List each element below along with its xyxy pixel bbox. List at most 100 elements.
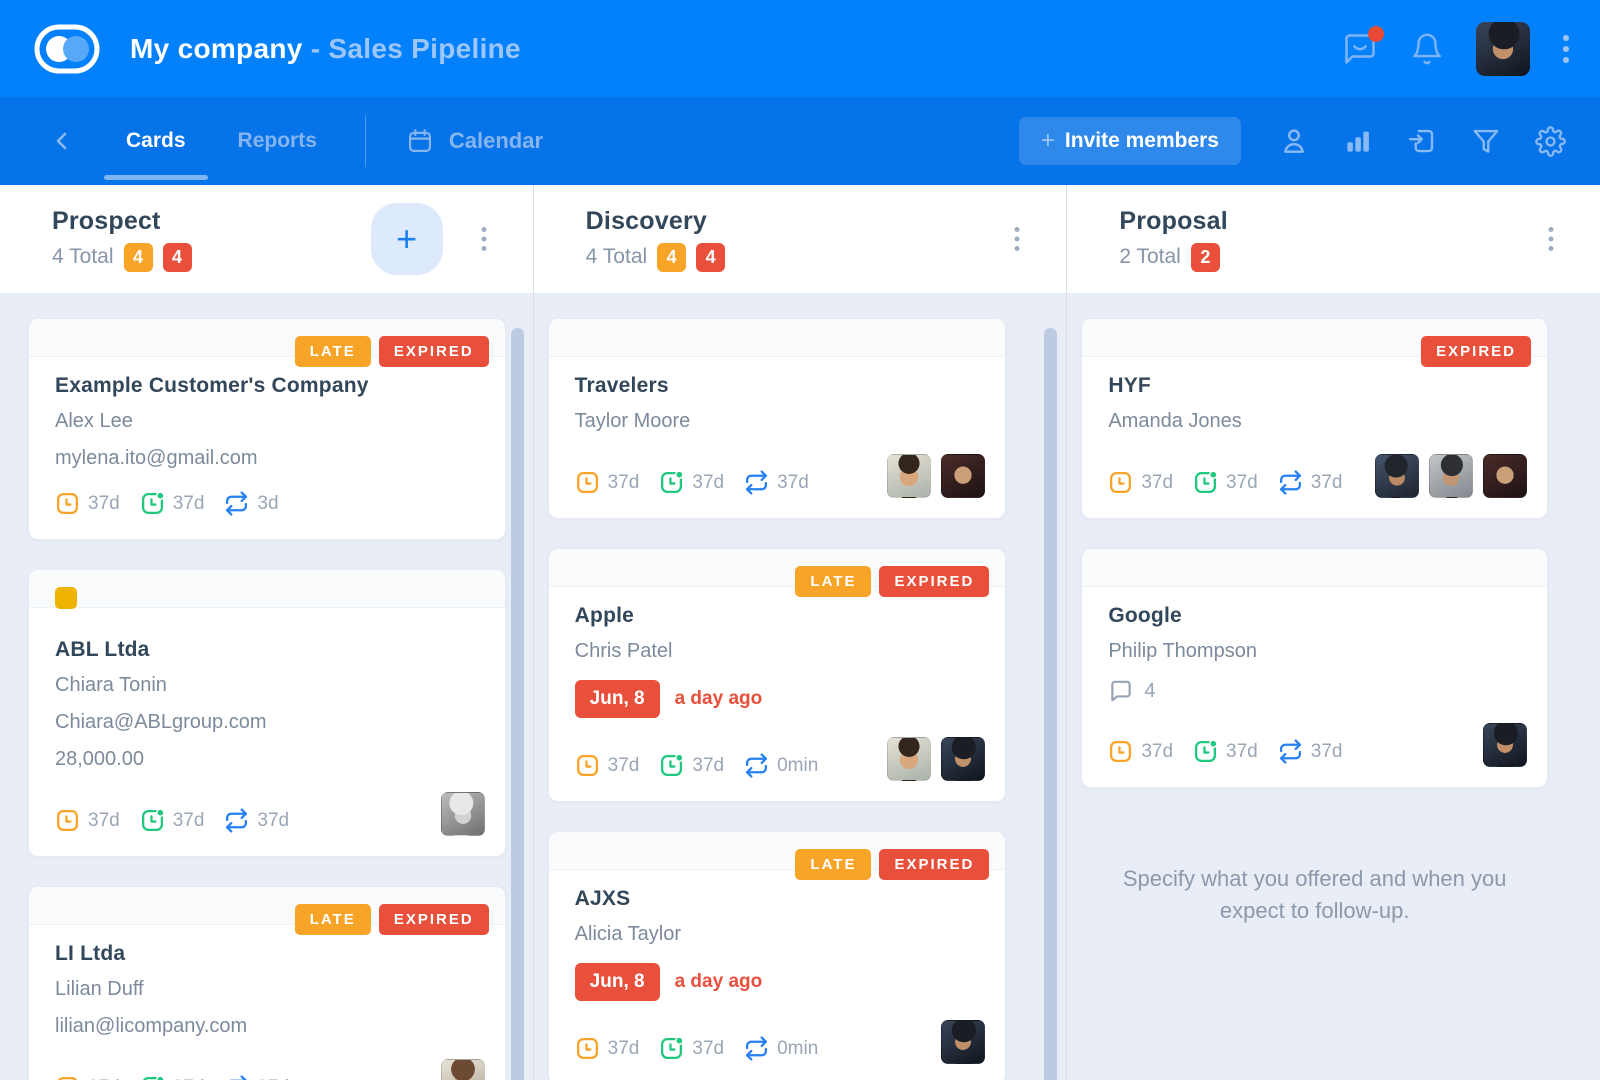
clock-icon	[1110, 471, 1132, 494]
deal-card[interactable]: ABL Ltda Chiara Tonin Chiara@ABLgroup.co…	[28, 569, 506, 857]
clock-added-icon	[141, 808, 165, 832]
card-avatar	[440, 792, 485, 836]
tab-reports[interactable]: Reports	[237, 129, 317, 152]
metric-inactive: 37d	[659, 470, 724, 495]
metric-value: 37d	[257, 1077, 289, 1080]
card-contact: Lilian Duff	[55, 978, 144, 1000]
deal-card[interactable]: LATE EXPIRED AJXS Alicia Taylor Jun, 8 a…	[547, 831, 1007, 1080]
deal-card[interactable]: LATE EXPIRED Example Customer's Company …	[28, 318, 506, 540]
bar-chart-icon	[1347, 131, 1369, 152]
nav-divider	[364, 115, 366, 167]
card-avatar	[941, 737, 986, 781]
metric-waiting: 37d	[575, 470, 639, 495]
expired-count-badge: 4	[696, 242, 726, 272]
comments-count: 4	[1144, 679, 1156, 702]
card-title: ABL Ltda	[55, 638, 150, 661]
expired-count-badge: 2	[1190, 242, 1220, 272]
card-label-strip: LATE EXPIRED	[29, 887, 505, 935]
card-color-tag	[55, 587, 77, 609]
metric-value: 3d	[257, 492, 279, 514]
column-menu-button[interactable]	[1544, 222, 1558, 256]
filter-icon	[1473, 129, 1499, 153]
pipeline-column-discovery: Discovery 4 Total 4 4 Travelers Taylor M…	[532, 185, 1067, 1080]
metric-value: 37d	[692, 754, 725, 776]
card-label-strip	[1082, 549, 1548, 587]
clock-icon	[576, 1037, 598, 1060]
column-scrollbar[interactable]	[510, 328, 524, 1080]
metric-waiting: 37d	[575, 753, 640, 778]
clock-added-icon	[661, 470, 684, 494]
calendar-button[interactable]: Calendar	[406, 127, 543, 155]
metric-inactive: 37d	[659, 1036, 724, 1061]
deal-card[interactable]: LATE EXPIRED LI Ltda Lilian Duff lilian@…	[28, 886, 506, 1080]
metric-value: 37d	[777, 471, 809, 493]
pipeline-column-prospect: Prospect 4 Total 4 4 + LATE EXPIRED	[0, 185, 533, 1080]
back-button[interactable]	[50, 127, 74, 155]
metric-inactive: 37d	[140, 808, 204, 833]
page-title: My company - Sales Pipeline	[130, 33, 521, 65]
metric-value: 37d	[607, 754, 640, 776]
invite-members-button[interactable]: + Invite members	[1018, 117, 1241, 165]
sync-icon	[746, 470, 768, 495]
chevron-left-icon	[56, 132, 67, 150]
insights-button[interactable]	[1343, 126, 1373, 156]
card-avatar	[941, 1020, 986, 1064]
metric-interaction: 0min	[744, 753, 818, 778]
due-date-badge: Jun, 8	[574, 680, 660, 718]
inbox-button[interactable]	[1342, 25, 1384, 67]
kebab-menu-icon	[1563, 34, 1569, 63]
metric-value: 37d	[172, 492, 205, 514]
metric-inactive: 37d	[140, 1075, 205, 1080]
metric-waiting: 37d	[575, 1036, 639, 1061]
card-title: HYF	[1108, 374, 1151, 397]
sync-icon	[229, 1075, 248, 1080]
pipeline-board: Prospect 4 Total 4 4 + LATE EXPIRED	[0, 185, 1600, 1080]
column-scrollbar[interactable]	[1044, 328, 1058, 1080]
clock-icon	[576, 754, 598, 777]
tab-cards[interactable]: Cards	[104, 97, 207, 185]
filter-button[interactable]	[1471, 126, 1501, 156]
clock-added-icon	[142, 1075, 165, 1080]
settings-button[interactable]	[1535, 125, 1566, 157]
clock-added-icon	[141, 491, 165, 515]
metric-value: 37d	[692, 1037, 725, 1059]
title-separator: -	[302, 32, 329, 64]
card-label-strip: EXPIRED	[1082, 319, 1548, 367]
card-title: AJXS	[574, 887, 631, 910]
gear-icon	[1535, 125, 1566, 157]
metric-value: 37d	[173, 1077, 205, 1080]
team-button[interactable]	[1279, 126, 1309, 156]
column-menu-button[interactable]	[477, 222, 491, 256]
overflow-menu-button[interactable]	[1562, 33, 1570, 65]
card-label-strip: LATE EXPIRED	[548, 832, 1006, 880]
expired-label: EXPIRED	[378, 336, 489, 367]
column-menu-button[interactable]	[1010, 222, 1024, 256]
bell-icon	[1413, 33, 1441, 64]
comment-bubble-icon	[1111, 680, 1132, 702]
card-avatar	[941, 454, 986, 498]
card-contact: Alicia Taylor	[574, 923, 682, 945]
card-label-strip	[29, 570, 505, 609]
import-history-button[interactable]	[1407, 126, 1437, 156]
import-history-icon	[1408, 129, 1434, 153]
deal-card[interactable]: LATE EXPIRED Apple Chris Patel Jun, 8 a …	[547, 548, 1007, 802]
metric-value: 37d	[692, 471, 725, 493]
expired-label: EXPIRED	[378, 904, 489, 935]
due-ago-text: a day ago	[674, 688, 763, 709]
metric-value: 37d	[1310, 471, 1343, 493]
navbar: Cards Reports Calendar + Invite members	[0, 97, 1600, 185]
metric-value: 37d	[1226, 471, 1258, 493]
deal-card[interactable]: EXPIRED HYF Amanda Jones 37d	[1081, 318, 1549, 519]
app-logo-icon[interactable]	[34, 24, 100, 74]
card-title: Travelers	[574, 374, 669, 397]
add-card-button[interactable]: +	[370, 203, 443, 275]
notifications-button[interactable]	[1410, 32, 1444, 66]
kebab-menu-icon	[1548, 227, 1554, 251]
user-avatar[interactable]	[1476, 21, 1530, 76]
metric-value: 37d	[88, 809, 120, 831]
deal-card[interactable]: Google Philip Thompson 4 37d	[1081, 548, 1549, 788]
deal-card[interactable]: Travelers Taylor Moore 37d 37d	[547, 318, 1007, 519]
sync-icon	[226, 808, 248, 833]
column-header: Discovery 4 Total 4 4	[533, 185, 1067, 293]
card-label-strip: LATE EXPIRED	[29, 319, 505, 367]
